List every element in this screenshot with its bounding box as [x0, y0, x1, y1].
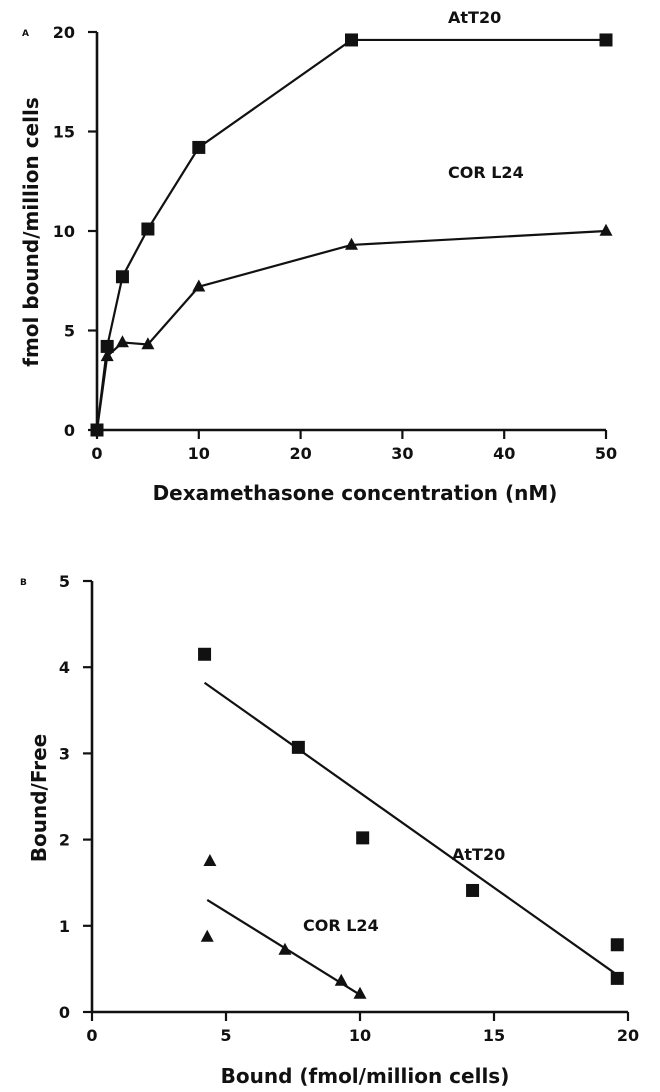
- panel-b-y-tick-label: 4: [59, 658, 70, 677]
- panel-a-point-corl24: [100, 349, 114, 362]
- panel-b-marks: [198, 647, 624, 999]
- panel-a-point-att20: [115, 270, 129, 284]
- panel-a-point-corl24: [345, 237, 358, 250]
- panel-a-point-corl24: [141, 337, 155, 350]
- panel-b-axes: 0 5 10 15 20 0 1 2 3 4 5: [59, 572, 639, 1045]
- panel-b-y-tick-label: 3: [59, 744, 70, 763]
- panel-a-chart: A 0 10 20 30 40 50 0 5 10 15 20 Dexamethasone conc…: [19, 8, 617, 505]
- panel-a-y-tick-label: 10: [53, 222, 75, 241]
- panel-b-series-label-corl24: COR L24: [303, 916, 379, 935]
- panel-a-point-att20: [192, 140, 206, 154]
- panel-b-x-tick-label: 0: [86, 1026, 97, 1045]
- panel-a-label: A: [22, 29, 29, 39]
- panel-b-point-corl24: [278, 942, 292, 955]
- panel-a-x-tick-label: 10: [188, 444, 210, 463]
- panel-a-y-tick-label: 5: [64, 322, 75, 341]
- panel-a-y-tick-label: 20: [53, 23, 75, 42]
- panel-b-x-tick-label: 15: [483, 1026, 505, 1045]
- panel-b-label: B: [20, 578, 27, 588]
- panel-a-series-label-att20: AtT20: [448, 8, 501, 27]
- panel-b-fit-line-att20: [203, 681, 618, 976]
- panel-a-marks: [90, 33, 613, 437]
- panel-a-y-axis-label: fmol bound/million cells: [19, 97, 43, 367]
- panel-b-point-corl24: [203, 853, 217, 866]
- panel-a-x-tick-label: 0: [91, 444, 102, 463]
- panel-a-x-axis-label: Dexamethasone concentration (nM): [153, 481, 558, 505]
- panel-a-point-att20: [141, 222, 155, 236]
- panel-a-point-corl24: [90, 422, 104, 435]
- panel-b-y-tick-label: 2: [59, 831, 70, 850]
- panel-b-point-corl24: [334, 973, 348, 986]
- panel-b-x-tick-label: 10: [349, 1026, 371, 1045]
- panel-a-x-tick-label: 50: [595, 444, 617, 463]
- panel-a-point-corl24: [192, 279, 206, 292]
- panel-b-y-axis-label: Bound/Free: [27, 734, 51, 862]
- panel-b-x-tick-label: 20: [617, 1026, 639, 1045]
- panel-a-series-label-corl24: COR L24: [448, 163, 524, 182]
- panel-a-axes: 0 10 20 30 40 50 0 5 10 15 20: [53, 23, 617, 463]
- panel-a-x-tick-label: 20: [289, 444, 311, 463]
- panel-a-y-tick-label: 0: [64, 421, 75, 440]
- panel-b-point-att20: [356, 831, 370, 845]
- panel-b-point-att20: [610, 971, 624, 985]
- panel-a-point-att20: [100, 339, 114, 353]
- panel-b-point-att20: [466, 883, 480, 897]
- panel-a-point-att20: [345, 33, 358, 47]
- panel-b-y-tick-label: 0: [59, 1003, 70, 1022]
- panel-b-x-axis-label: Bound (fmol/million cells): [221, 1064, 510, 1088]
- panel-b-series-label-att20: AtT20: [452, 845, 505, 864]
- panel-a-line-corl24: [95, 229, 607, 431]
- panel-b-y-tick-label: 5: [59, 572, 70, 591]
- panel-b-point-corl24: [353, 986, 367, 999]
- panel-b-point-att20: [291, 740, 305, 754]
- panel-b-y-tick-label: 1: [59, 917, 70, 936]
- panel-a-point-corl24: [115, 335, 129, 348]
- panel-b-point-corl24: [200, 929, 214, 942]
- panel-a-point-att20: [599, 33, 613, 47]
- panel-b-point-att20: [610, 938, 624, 952]
- panel-a-x-tick-label: 40: [493, 444, 515, 463]
- panel-b-x-tick-label: 5: [220, 1026, 231, 1045]
- panel-a-y-tick-label: 15: [53, 123, 75, 142]
- panel-a-point-corl24: [599, 223, 613, 236]
- panel-b-point-att20: [198, 647, 212, 661]
- panel-b-chart: B 0 5 10 15 20 0 1 2 3 4 5 Bound (fmol/million cel…: [20, 572, 639, 1088]
- panel-a-x-tick-label: 30: [391, 444, 413, 463]
